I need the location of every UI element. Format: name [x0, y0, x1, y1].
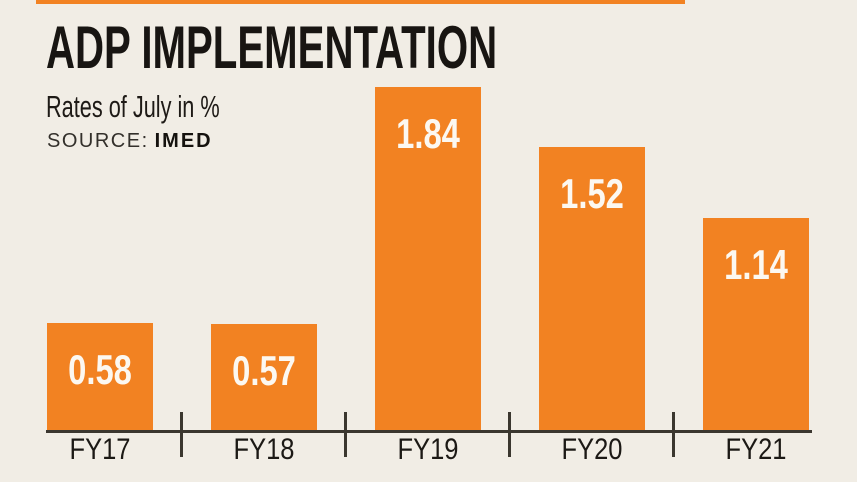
bar-value-label: 0.58: [68, 346, 132, 393]
bar-fy18: [211, 324, 317, 431]
x-axis-label-fy21: FY21: [725, 433, 787, 466]
bar-fy19: [375, 87, 481, 431]
top-accent-rule: [36, 0, 685, 4]
chart-subtitle: Rates of July in %: [46, 89, 220, 124]
bar-fy20: [539, 147, 645, 431]
source-label: SOURCE:: [47, 130, 149, 152]
x-axis-label-fy17: FY17: [69, 433, 131, 466]
chart-title: ADP IMPLEMENTATION: [46, 14, 498, 81]
source-value: IMED: [154, 130, 213, 152]
axis-tick: [672, 412, 675, 457]
bar-fy17: [47, 323, 153, 431]
x-axis-label-fy20: FY20: [561, 433, 623, 466]
x-axis-label-fy18: FY18: [233, 433, 295, 466]
bar-value-label: 0.57: [232, 347, 296, 394]
x-axis-label-fy19: FY19: [397, 433, 459, 466]
bar-value-label: 1.52: [560, 170, 624, 217]
axis-tick: [508, 412, 511, 457]
bar-value-label: 1.84: [396, 110, 460, 157]
x-axis-line: [46, 430, 812, 433]
bar-fy21: [703, 218, 809, 431]
axis-tick: [180, 412, 183, 457]
bar-value-label: 1.14: [724, 241, 788, 288]
axis-tick: [344, 412, 347, 457]
source-line: SOURCE: IMED: [47, 131, 213, 151]
